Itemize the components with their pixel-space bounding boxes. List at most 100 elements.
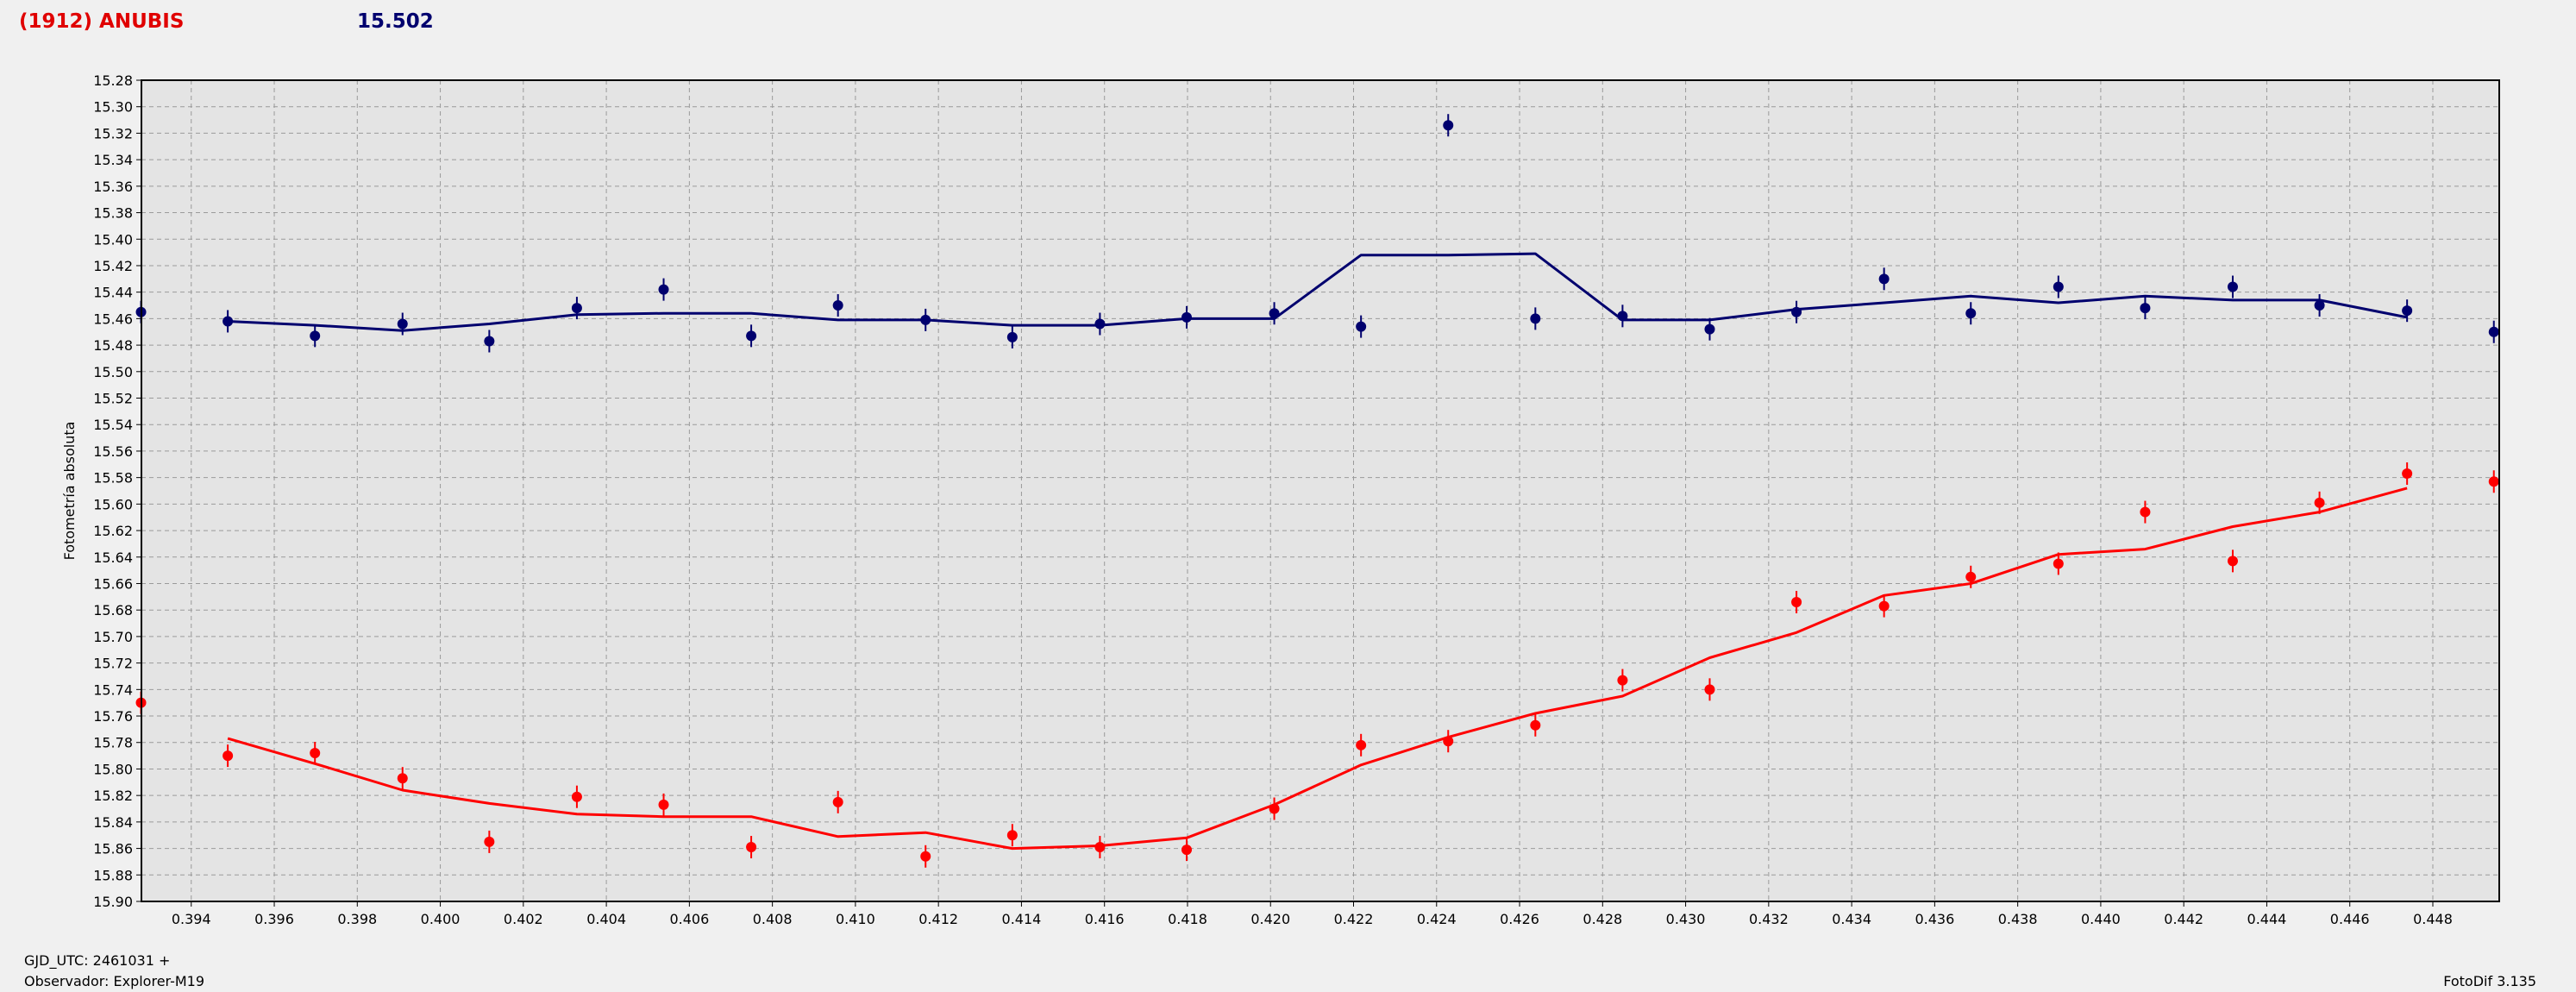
data-point bbox=[310, 330, 321, 342]
data-point bbox=[1181, 311, 1193, 323]
y-tick-label: 15.70 bbox=[93, 629, 133, 645]
data-point bbox=[397, 318, 408, 330]
data-point bbox=[1530, 719, 1541, 731]
x-tick-label: 0.418 bbox=[1168, 911, 1207, 927]
data-point bbox=[397, 773, 408, 784]
data-point bbox=[2140, 303, 2151, 314]
data-point bbox=[1704, 323, 1715, 335]
x-tick-label: 0.426 bbox=[1500, 911, 1539, 927]
x-tick-label: 0.402 bbox=[504, 911, 543, 927]
data-point bbox=[1965, 308, 1977, 319]
data-point bbox=[1791, 306, 1802, 317]
data-point bbox=[1617, 675, 1628, 686]
y-tick-label: 15.44 bbox=[93, 285, 133, 301]
y-tick-label: 15.58 bbox=[93, 470, 133, 487]
y-tick-label: 15.74 bbox=[93, 681, 133, 698]
y-tick-label: 15.62 bbox=[93, 523, 133, 539]
y-tick-label: 15.82 bbox=[93, 788, 133, 804]
x-tick-label: 0.424 bbox=[1417, 911, 1457, 927]
y-tick-label: 15.80 bbox=[93, 761, 133, 777]
y-tick-label: 15.50 bbox=[93, 364, 133, 380]
x-tick-label: 0.444 bbox=[2247, 911, 2287, 927]
y-tick-label: 15.48 bbox=[93, 337, 133, 354]
series-1-fit-line bbox=[227, 487, 2408, 851]
x-tick-label: 0.394 bbox=[172, 911, 211, 927]
x-tick-label: 0.430 bbox=[1666, 911, 1706, 927]
data-point bbox=[1617, 311, 1628, 322]
magnitude-value: 15.502 bbox=[357, 10, 434, 33]
x-tick-label: 0.414 bbox=[1002, 911, 1042, 927]
data-point bbox=[2053, 558, 2064, 569]
x-tick-label: 0.420 bbox=[1250, 911, 1290, 927]
data-point bbox=[310, 748, 321, 759]
y-tick-label: 15.34 bbox=[93, 152, 133, 168]
y-tick-label: 15.40 bbox=[93, 231, 133, 248]
data-point bbox=[1443, 120, 1454, 131]
y-tick-label: 15.78 bbox=[93, 735, 133, 751]
x-tick-label: 0.408 bbox=[753, 911, 793, 927]
data-point bbox=[2140, 506, 2151, 518]
x-tick-label: 0.406 bbox=[669, 911, 709, 927]
x-tick-label: 0.428 bbox=[1583, 911, 1622, 927]
x-tick-label: 0.438 bbox=[1998, 911, 2038, 927]
data-point bbox=[571, 303, 582, 314]
data-point bbox=[1443, 736, 1454, 747]
data-point bbox=[2402, 305, 2413, 317]
data-point bbox=[1094, 318, 1106, 330]
y-tick-label: 15.84 bbox=[93, 814, 133, 831]
y-tick-label: 15.36 bbox=[93, 179, 133, 195]
gjd-label: GJD_UTC: 2461031 + bbox=[24, 952, 171, 969]
axes: 15.28 15.30 15.32 15.34 15.36 15.38 15.40 15.42… bbox=[93, 72, 2453, 927]
data-point bbox=[484, 336, 495, 347]
data-point bbox=[1704, 684, 1715, 695]
data-point bbox=[2314, 497, 2325, 508]
data-point bbox=[1356, 321, 1367, 332]
y-tick-label: 15.32 bbox=[93, 125, 133, 141]
data-point bbox=[658, 799, 669, 810]
data-point bbox=[746, 842, 757, 853]
x-tick-label: 0.412 bbox=[918, 911, 958, 927]
data-point bbox=[1006, 830, 1018, 841]
x-tick-label: 0.440 bbox=[2081, 911, 2121, 927]
y-tick-label: 15.68 bbox=[93, 602, 133, 618]
x-tick-label: 0.400 bbox=[421, 911, 461, 927]
data-point bbox=[1356, 739, 1367, 750]
data-point bbox=[658, 284, 669, 295]
data-point bbox=[2053, 281, 2064, 292]
observer-label: Observador: Explorer-M19 bbox=[24, 973, 205, 989]
data-point bbox=[1181, 844, 1193, 856]
data-point bbox=[1006, 331, 1018, 342]
data-point bbox=[223, 750, 234, 762]
x-tick-label: 0.410 bbox=[836, 911, 875, 927]
y-tick-label: 15.52 bbox=[93, 391, 133, 407]
data-point bbox=[832, 300, 843, 311]
y-tick-label: 15.66 bbox=[93, 575, 133, 592]
data-point bbox=[746, 330, 757, 342]
data-point bbox=[1269, 803, 1280, 814]
data-point bbox=[2314, 300, 2325, 311]
y-tick-label: 15.72 bbox=[93, 656, 133, 672]
x-tick-label: 0.396 bbox=[254, 911, 294, 927]
data-point bbox=[2402, 468, 2413, 480]
data-series bbox=[135, 114, 2499, 868]
data-point bbox=[223, 316, 234, 327]
y-tick-label: 15.76 bbox=[93, 708, 133, 725]
data-point bbox=[920, 314, 931, 325]
data-point bbox=[2488, 326, 2499, 337]
data-point bbox=[484, 836, 495, 847]
x-tick-label: 0.446 bbox=[2330, 911, 2370, 927]
data-point bbox=[1791, 596, 1802, 607]
x-tick-label: 0.398 bbox=[337, 911, 377, 927]
data-point bbox=[832, 796, 843, 807]
x-tick-label: 0.436 bbox=[1915, 911, 1954, 927]
y-tick-label: 15.60 bbox=[93, 496, 133, 512]
x-tick-label: 0.448 bbox=[2413, 911, 2453, 927]
x-tick-label: 0.432 bbox=[1749, 911, 1789, 927]
data-point bbox=[571, 791, 582, 802]
data-point bbox=[2488, 476, 2499, 487]
series-0 bbox=[135, 114, 2499, 353]
data-point bbox=[1965, 571, 1977, 582]
y-tick-label: 15.88 bbox=[93, 867, 133, 883]
x-tick-label: 0.422 bbox=[1334, 911, 1374, 927]
y-tick-label: 15.28 bbox=[93, 72, 133, 89]
